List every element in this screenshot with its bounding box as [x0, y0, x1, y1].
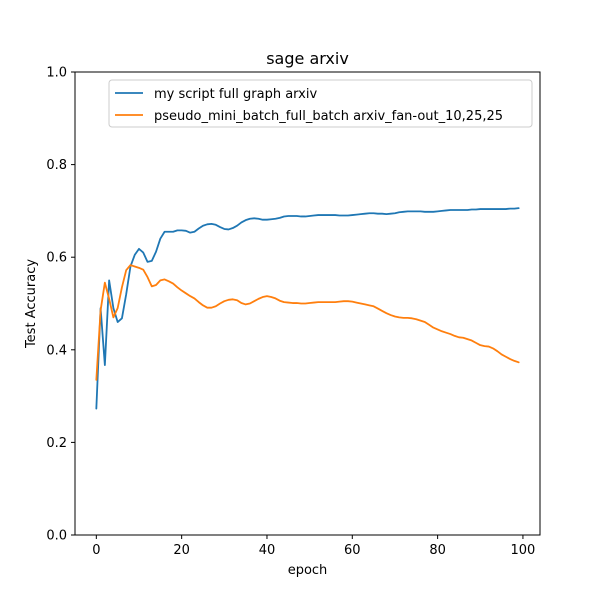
- chart-title: sage arxiv: [266, 49, 349, 68]
- x-axis-label: epoch: [288, 563, 328, 578]
- y-axis: 0.0 0.2 0.4 0.6 0.8 1.0: [46, 66, 75, 544]
- x-axis: 0 20 40 60 80 100: [92, 535, 535, 558]
- y-tick-label: 0.0: [46, 529, 67, 544]
- axes-frame: [74, 71, 541, 536]
- y-tick-label: 0.8: [46, 158, 67, 173]
- y-tick-label: 0.6: [46, 251, 67, 266]
- legend-box: [108, 79, 533, 128]
- plot-area: [74, 71, 541, 536]
- y-tick-label: 0.4: [46, 343, 67, 358]
- series-line-2: [95, 264, 520, 381]
- x-tick-label: 40: [259, 543, 276, 558]
- x-tick-label: 20: [173, 543, 190, 558]
- y-tick-label: 1.0: [46, 66, 67, 81]
- legend-label-2: pseudo_mini_batch_full_batch arxiv_fan-o…: [154, 109, 503, 124]
- series-line-1: [95, 207, 520, 410]
- x-tick-label: 0: [92, 543, 100, 558]
- legend-label-1: my script full graph arxiv: [154, 87, 317, 102]
- x-tick-label: 100: [511, 543, 536, 558]
- y-axis-label: Test Accuracy: [24, 259, 39, 349]
- y-tick-label: 0.2: [46, 436, 67, 451]
- x-tick-label: 60: [344, 543, 361, 558]
- x-tick-label: 80: [429, 543, 446, 558]
- legend: my script full graph arxiv pseudo_mini_ba…: [108, 79, 533, 128]
